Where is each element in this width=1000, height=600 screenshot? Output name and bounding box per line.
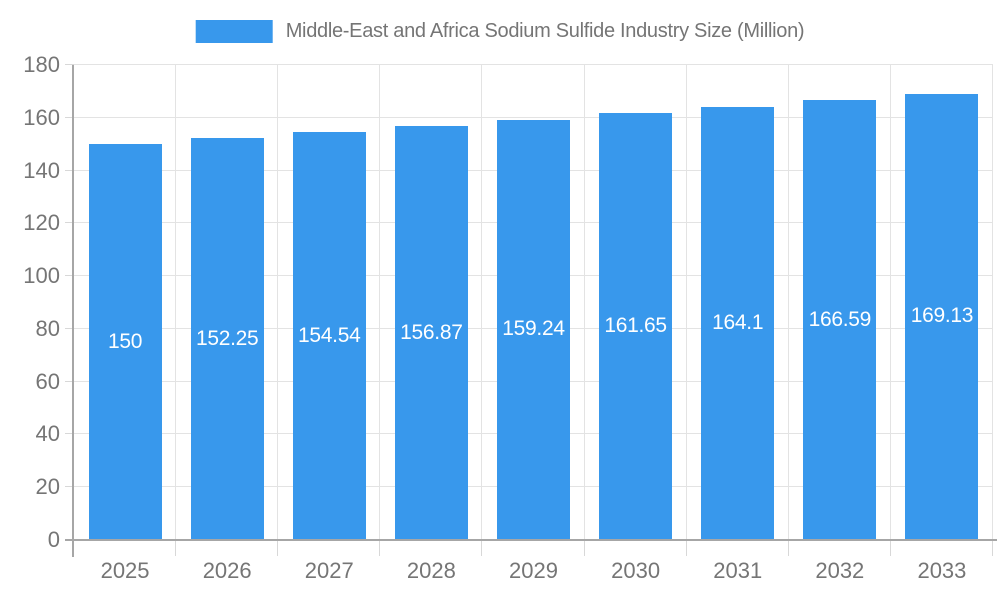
bar-2029[interactable] <box>497 119 570 539</box>
gridline-v <box>379 65 381 540</box>
gridline-v <box>175 65 177 540</box>
y-axis-line <box>72 65 74 557</box>
y-axis-tick <box>65 222 74 224</box>
gridline-h <box>74 64 993 65</box>
gridline-v <box>992 65 993 540</box>
x-axis-tick <box>481 541 483 556</box>
y-axis-label: 80 <box>35 315 60 341</box>
y-axis-tick <box>65 327 74 329</box>
x-axis-label: 2025 <box>100 558 150 583</box>
bar-2028[interactable] <box>394 126 468 539</box>
bar-2030[interactable] <box>599 113 673 539</box>
gridline-v <box>787 65 789 540</box>
y-axis-tick <box>65 116 74 118</box>
x-axis-tick <box>379 541 381 556</box>
bar-2027[interactable] <box>292 132 366 539</box>
gridline-v <box>685 65 687 540</box>
x-axis-label: 2033 <box>917 558 967 583</box>
y-axis-label: 20 <box>35 474 60 500</box>
y-axis-label: 40 <box>35 421 60 447</box>
y-axis-label: 100 <box>23 263 60 289</box>
y-axis-label: 140 <box>23 157 60 183</box>
x-axis-label: 2028 <box>406 558 456 583</box>
x-axis-tick <box>583 541 585 556</box>
x-axis-tick <box>685 541 687 556</box>
y-axis-tick <box>65 380 74 382</box>
x-axis-label: 2031 <box>713 558 763 583</box>
y-axis-tick <box>65 433 74 435</box>
x-axis-label: 2027 <box>304 558 354 583</box>
bar-2031[interactable] <box>701 106 775 539</box>
x-axis-label: 2026 <box>202 558 252 583</box>
x-axis-line <box>65 539 997 541</box>
x-axis-label: 2030 <box>611 558 661 583</box>
x-axis-tick <box>175 541 177 556</box>
legend-swatch <box>195 20 273 43</box>
gridline-v <box>583 65 585 540</box>
x-axis-label: 2032 <box>815 558 865 583</box>
y-axis-label: 0 <box>47 527 60 552</box>
gridline-v <box>889 65 891 540</box>
x-axis-tick <box>787 541 789 556</box>
y-axis-label: 120 <box>23 210 60 236</box>
y-axis-label: 60 <box>35 368 60 394</box>
chart-title: Middle-East and Africa Sodium Sulfide In… <box>285 20 805 42</box>
y-axis-tick <box>65 64 74 65</box>
y-axis-tick <box>65 275 74 277</box>
bar-2033[interactable] <box>905 93 979 539</box>
x-axis-tick <box>992 541 993 556</box>
x-axis-label: 2029 <box>509 558 558 583</box>
x-axis-tick <box>277 541 279 556</box>
bar-2025[interactable] <box>88 144 162 539</box>
legend-item[interactable]: Middle-East and Africa Sodium Sulfide In… <box>195 20 805 43</box>
gridline-v <box>481 65 483 540</box>
x-axis-tick <box>889 541 891 556</box>
gridline-h <box>74 116 993 118</box>
y-axis-label: 160 <box>23 104 60 130</box>
bar-2026[interactable] <box>190 138 264 539</box>
gridline-v <box>277 65 279 540</box>
y-axis-tick <box>65 169 74 171</box>
bar-2032[interactable] <box>803 100 877 539</box>
y-axis-tick <box>65 486 74 488</box>
y-axis-label: 180 <box>23 52 60 77</box>
